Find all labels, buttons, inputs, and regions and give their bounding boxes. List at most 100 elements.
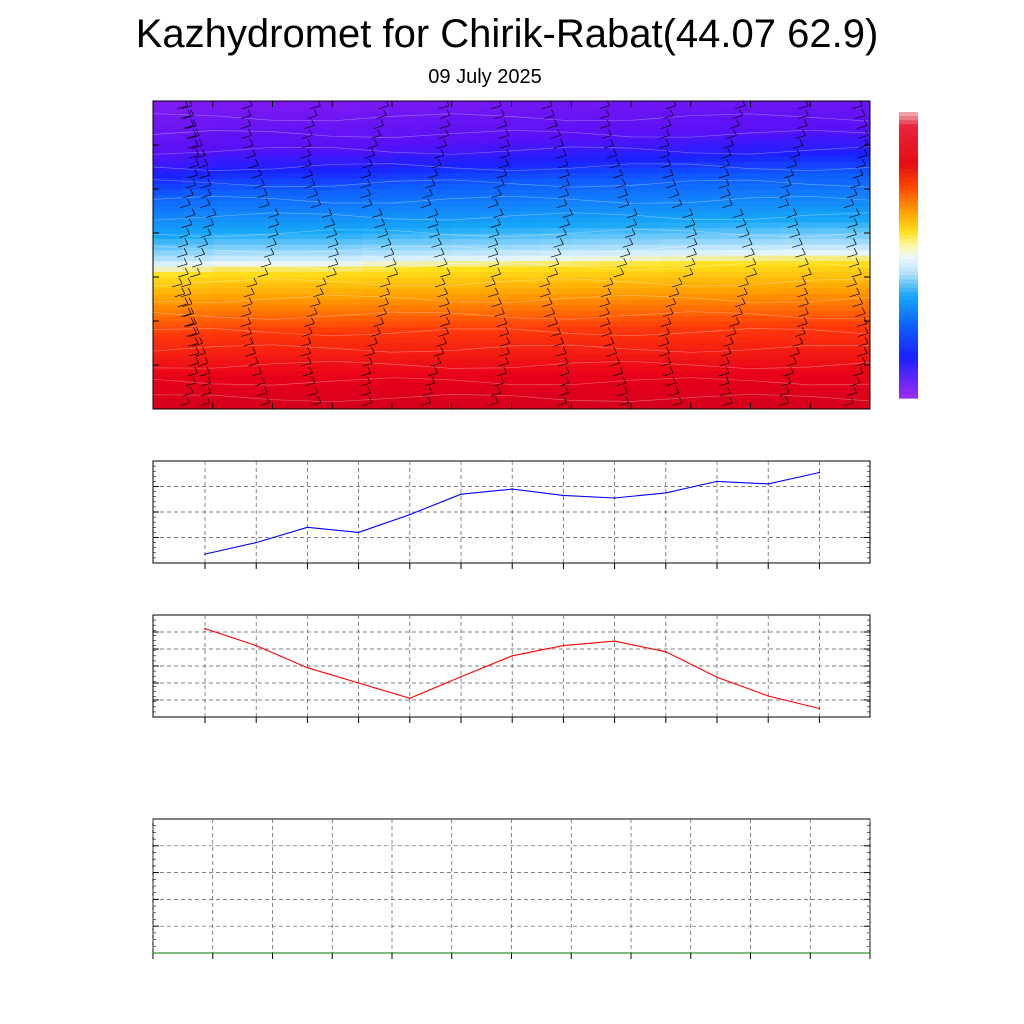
heat-cell: [451, 304, 483, 311]
heat-cell: [541, 310, 572, 317]
heat-cell: [750, 337, 781, 344]
heat-cell: [212, 150, 244, 157]
heat-cell: [511, 189, 542, 196]
heat-cell: [660, 326, 692, 333]
heat-cell: [660, 194, 692, 201]
heat-cell: [153, 293, 184, 300]
heat-cell: [511, 348, 542, 355]
heat-cell: [182, 117, 214, 124]
heat-cell: [720, 376, 752, 383]
heat-cell: [362, 282, 393, 289]
heat-cell: [720, 337, 752, 344]
heat-cell: [481, 194, 513, 201]
heat-cell: [571, 310, 602, 317]
heat-cell: [840, 398, 870, 405]
heat-cell: [541, 337, 572, 344]
heat-cell: [272, 398, 303, 405]
heat-cell: [153, 167, 184, 174]
heat-cell: [332, 233, 363, 240]
heat-cell: [182, 172, 214, 179]
heat-cell: [631, 156, 662, 163]
heat-cell: [421, 387, 453, 394]
heat-cell: [212, 249, 244, 256]
heat-cell: [720, 222, 752, 229]
heat-cell: [810, 211, 841, 218]
heat-cell: [362, 326, 393, 333]
data-point: [767, 695, 769, 697]
heat-cell: [720, 381, 752, 388]
heat-cell: [541, 304, 572, 311]
heat-cell: [690, 365, 722, 372]
heat-cell: [601, 178, 632, 185]
heat-cell: [541, 172, 572, 179]
heat-cell: [362, 123, 393, 130]
heat-cell: [810, 112, 841, 119]
heat-cell: [690, 260, 722, 267]
heat-cell: [631, 106, 662, 113]
heat-cell: [212, 112, 244, 119]
heat-cell: [780, 392, 811, 399]
data-point: [255, 541, 257, 544]
heat-cell: [242, 304, 274, 311]
heat-cell: [182, 145, 214, 152]
heat-cell: [392, 381, 423, 388]
heat-cell: [153, 376, 184, 383]
heat-cell: [272, 150, 303, 157]
heat-cell: [780, 326, 811, 333]
heat-cell: [332, 321, 363, 328]
heat-cell: [631, 365, 662, 372]
heat-cell: [660, 200, 692, 207]
colorbar-segment: [899, 267, 918, 272]
colorbar-segment: [899, 328, 918, 334]
heat-cell: [601, 183, 632, 190]
heat-cell: [153, 205, 184, 212]
heat-cell: [511, 178, 542, 185]
heat-cell: [451, 277, 483, 284]
heat-cell: [750, 271, 781, 278]
heat-cell: [153, 304, 184, 311]
heat-cell: [750, 139, 781, 146]
heat-cell: [571, 167, 602, 174]
heat-cell: [362, 304, 393, 311]
heat-cell: [511, 332, 542, 339]
heat-cell: [302, 271, 333, 278]
heat-cell: [362, 150, 393, 157]
heat-cell: [601, 376, 632, 383]
heat-cell: [362, 299, 393, 306]
heat-cell: [451, 381, 483, 388]
heat-cell: [451, 288, 483, 295]
heat-cell: [212, 233, 244, 240]
heat-cell: [421, 398, 453, 405]
heat-cell: [272, 101, 303, 108]
colorbar-segment: [899, 193, 918, 199]
data-point: [357, 531, 360, 534]
heat-cell: [302, 310, 333, 317]
heat-cell: [421, 117, 453, 124]
colorbar-segment: [899, 197, 918, 203]
heat-cell: [212, 145, 244, 152]
heat-cell: [511, 304, 542, 311]
heat-cell: [272, 233, 303, 240]
heat-cell: [302, 332, 333, 339]
heat-cell: [212, 359, 244, 366]
heat-cell: [631, 337, 662, 344]
data-point: [460, 493, 462, 495]
data-point: [152, 952, 154, 954]
wind-barbs: [172, 101, 869, 407]
heat-cell: [451, 249, 483, 256]
heat-cell: [421, 112, 453, 119]
heat-cell: [153, 194, 184, 201]
heat-cell: [451, 200, 483, 207]
heat-cell: [182, 260, 214, 267]
heat-cell: [601, 172, 632, 179]
heat-cell: [780, 387, 811, 394]
heat-cell: [601, 101, 632, 108]
heat-cell: [840, 376, 870, 383]
heat-cell: [571, 123, 602, 130]
heat-cell: [511, 326, 542, 333]
heat-cell: [392, 315, 423, 322]
heat-cell: [511, 381, 542, 388]
heat-cell: [362, 238, 393, 245]
heat-cell: [242, 222, 274, 229]
heat-cell: [631, 123, 662, 130]
